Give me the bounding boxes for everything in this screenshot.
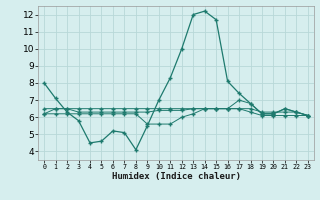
X-axis label: Humidex (Indice chaleur): Humidex (Indice chaleur) (111, 172, 241, 181)
